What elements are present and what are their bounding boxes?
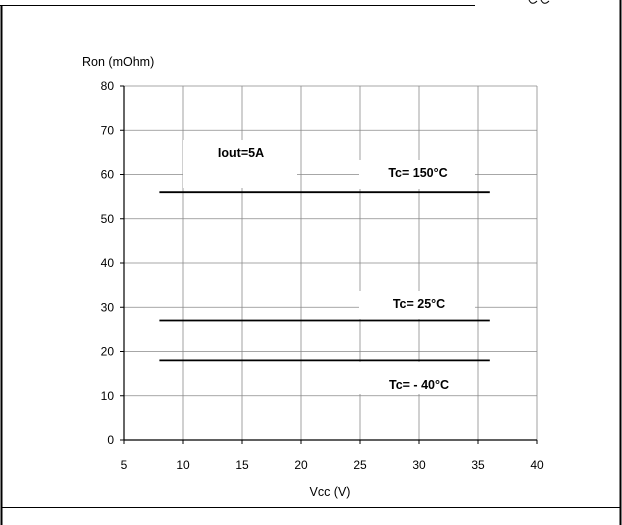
annotation-iout: Iout=5A <box>218 146 264 160</box>
y-tick-label-40: 40 <box>101 256 115 270</box>
x-tick-label-25: 25 <box>353 458 367 472</box>
y-tick-label-0: 0 <box>107 433 114 447</box>
y-tick-label-60: 60 <box>101 168 115 182</box>
series-labels: Tc= 150°C Tc= 25°C Tc= - 40°C Iout=5A <box>183 140 475 394</box>
series-label-0-bg <box>359 160 475 189</box>
y-tick-label-70: 70 <box>101 123 115 137</box>
series-label-2: Tc= - 40°C <box>389 378 449 392</box>
x-axis-label: Vcc (V) <box>310 485 351 499</box>
y-tick-label-80: 80 <box>101 79 115 93</box>
x-tick-label-20: 20 <box>294 458 308 472</box>
series-label-1: Tc= 25°C <box>393 297 445 311</box>
series-label-0: Tc= 150°C <box>388 166 447 180</box>
x-tick-label-15: 15 <box>235 458 249 472</box>
data-series <box>159 191 490 362</box>
cropped-glyph-remnant <box>528 0 550 4</box>
x-tick-label-35: 35 <box>471 458 485 472</box>
x-tick-label-40: 40 <box>530 458 544 472</box>
y-axis-label: Ron (mOhm) <box>82 55 154 69</box>
y-tick-label-50: 50 <box>101 212 115 226</box>
series-label-1-bg <box>359 291 475 319</box>
y-tick-label-20: 20 <box>101 345 115 359</box>
y-tick-label-10: 10 <box>101 389 115 403</box>
x-tick-label-5: 5 <box>121 458 128 472</box>
x-tick-label-10: 10 <box>176 458 190 472</box>
y-tick-label-30: 30 <box>101 300 115 314</box>
axes <box>120 85 538 444</box>
grid-lines <box>124 85 538 440</box>
tick-labels: 0 10 20 30 40 50 60 70 80 5 10 15 20 25 30 35 40 <box>101 79 544 472</box>
annotation-iout-bg <box>183 140 297 188</box>
series-label-2-bg <box>359 362 475 394</box>
x-tick-label-30: 30 <box>412 458 426 472</box>
